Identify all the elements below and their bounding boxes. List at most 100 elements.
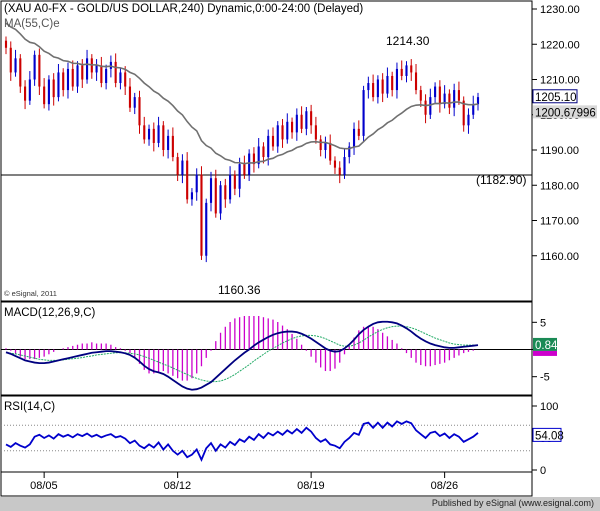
xtick-label: 08/05 <box>30 480 58 492</box>
candle-body <box>214 178 217 214</box>
candle-body <box>467 114 470 126</box>
candle-body <box>295 114 298 133</box>
macd-ytick-label: -5 <box>540 372 550 384</box>
candle-body <box>252 153 255 165</box>
macd-ytick-label: 5 <box>540 317 546 329</box>
candle-body <box>424 100 427 115</box>
candle-body <box>43 86 46 105</box>
candle-body <box>138 97 141 126</box>
candle-body <box>195 174 198 193</box>
candle-body <box>224 185 227 200</box>
candle-body <box>472 104 475 115</box>
candle-body <box>95 65 98 73</box>
candle-body <box>76 65 79 87</box>
copyright-label: © eSignal, 2011 <box>4 289 57 298</box>
ma-legend: MA(55,C)e <box>4 18 60 30</box>
candle-body <box>71 68 74 87</box>
macd-value-tag-box <box>533 337 557 351</box>
candle-body <box>310 111 313 126</box>
candle-body <box>66 68 70 91</box>
candle-body <box>24 86 27 101</box>
annotation-low-label: 1160.36 <box>218 283 261 297</box>
candle-body <box>124 72 127 87</box>
chart-canvas: 1214.30 1160.36 (1182.90) 1160.00 1170.00 11… <box>0 0 597 497</box>
chart-title: (XAU A0-FX - GOLD/US DOLLAR,240) Dynamic… <box>4 3 363 15</box>
xtick-label: 08/26 <box>431 480 459 492</box>
macd-hist-tag-box <box>533 350 557 356</box>
rsi-ytick-label: 100 <box>540 401 558 413</box>
price-ytick-label: 1220.00 <box>540 39 580 51</box>
candle-body <box>33 54 36 80</box>
candle-body <box>4 40 8 48</box>
macd-line <box>5 320 479 391</box>
candle-body <box>262 146 265 158</box>
candle-body <box>419 90 422 101</box>
candle-body <box>114 61 117 84</box>
candle-body <box>133 97 136 108</box>
candle-body <box>119 72 122 84</box>
candle-body <box>319 139 322 150</box>
candle-body <box>248 153 251 175</box>
candle-body <box>352 128 356 147</box>
candle-body <box>333 160 337 168</box>
price-panel-frame <box>0 0 533 302</box>
candle-body <box>171 135 174 158</box>
axes: 1160.001170.001180.001190.001200.001210.… <box>30 4 597 492</box>
rsi-value-tag: 54.08 <box>535 430 564 442</box>
candle-body <box>443 93 446 105</box>
candle-body <box>405 65 408 76</box>
candle-body <box>52 79 55 98</box>
candle-body <box>476 97 480 105</box>
candle-body <box>105 68 108 84</box>
price-ytick-label: 1190.00 <box>540 145 579 157</box>
candle-body <box>271 135 275 147</box>
candle-body <box>143 125 146 140</box>
rsi-value-tag-box <box>532 427 562 442</box>
candle-body <box>147 128 151 140</box>
candle-body <box>448 93 451 108</box>
candle-body <box>381 79 384 94</box>
candle-body <box>162 125 165 150</box>
candle-body <box>81 65 84 80</box>
rsi-line <box>5 420 479 462</box>
candle-body <box>62 72 65 91</box>
candle-body <box>314 125 317 140</box>
rsi-panel-title: RSI(14,C) <box>4 401 55 413</box>
footer-bar: Published by eSignal (www.esignal.com) <box>0 497 600 511</box>
price-panel: 1214.30 1160.36 (1182.90) <box>1 22 532 297</box>
price-ytick-label: 1160.00 <box>540 251 579 263</box>
last-price-tag-box <box>532 89 578 104</box>
candle-body <box>14 58 17 73</box>
candle-body <box>219 185 222 214</box>
candle-body <box>100 65 103 84</box>
candle-body <box>19 58 22 87</box>
candle-body <box>47 79 50 105</box>
annotation-support-label: (1182.90) <box>476 173 526 187</box>
candle-body <box>229 174 232 200</box>
macd-value-tag: 0.84 <box>535 340 558 352</box>
candle-body <box>324 142 327 150</box>
candle-body <box>152 128 155 143</box>
candle-body <box>453 90 456 108</box>
candle-body <box>357 128 360 136</box>
candle-body <box>462 100 465 126</box>
candle-body <box>343 157 346 175</box>
candle-body <box>267 135 270 158</box>
candle-body <box>395 68 399 91</box>
candle-body <box>286 121 289 140</box>
candle-body <box>414 72 418 91</box>
candle-body <box>338 167 341 175</box>
candle-body <box>167 135 170 150</box>
candle-body <box>57 72 60 98</box>
candle-body <box>276 125 279 147</box>
candle-body <box>348 146 351 158</box>
annotation-high-label: 1214.30 <box>386 34 430 48</box>
price-ytick-label: 1170.00 <box>540 216 579 228</box>
macd-signal-line <box>5 325 478 383</box>
ma-value-tag-box <box>533 105 597 119</box>
candle-body <box>367 83 370 91</box>
candle-body <box>186 160 189 200</box>
xtick-label: 08/19 <box>297 480 325 492</box>
candle-body <box>391 75 394 91</box>
candle-body <box>243 164 246 175</box>
